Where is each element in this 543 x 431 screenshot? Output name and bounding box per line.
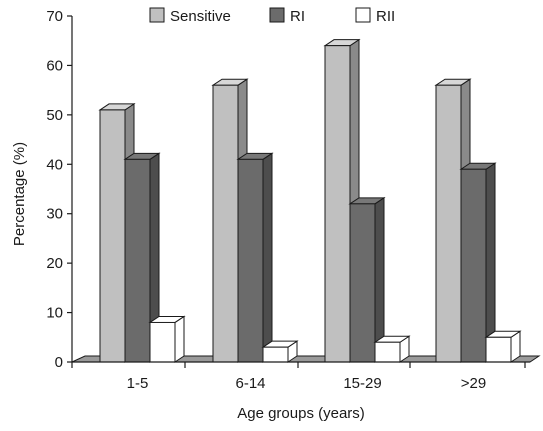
x-axis-title: Age groups (years): [237, 405, 365, 422]
legend-swatch: [355, 7, 371, 23]
legend-item-sensitive: Sensitive: [149, 7, 231, 25]
y-tick-label: 0: [55, 354, 63, 371]
bar-rii-2: [373, 335, 411, 363]
bar-group-2: [323, 38, 411, 363]
y-tick-label: 60: [46, 57, 63, 74]
y-tick-label: 70: [46, 8, 63, 25]
legend-item-ri: RI: [269, 7, 305, 25]
legend-swatch: [149, 7, 165, 23]
axes: [71, 16, 530, 368]
bar-side: [174, 315, 185, 363]
legend-label: RII: [376, 8, 395, 25]
bar-front: [212, 84, 239, 363]
bar-front: [149, 321, 176, 363]
bar-rii-0: [148, 315, 186, 363]
bar-front: [99, 109, 126, 363]
y-tick-label: 50: [46, 107, 63, 124]
bar-front: [124, 158, 151, 363]
bar-front: [485, 336, 512, 363]
bar-front: [435, 84, 462, 363]
bar-front: [349, 203, 376, 363]
bar-rii-1: [261, 340, 299, 363]
bar-side: [262, 152, 273, 363]
bar-group-0: [98, 102, 186, 363]
legend-label: Sensitive: [170, 8, 231, 25]
bars: [98, 38, 522, 363]
bar-ri-1: [236, 152, 274, 363]
x-ticks: 1-5 6-14 15-29 >29: [127, 362, 526, 392]
legend-swatch: [269, 7, 285, 23]
y-tick-label: 10: [46, 305, 63, 322]
bar-front: [324, 45, 351, 363]
legend-label: RI: [290, 8, 305, 25]
x-tick-label: 6-14: [235, 375, 265, 392]
bar-rii-3: [484, 330, 522, 363]
legend-item-rii: RII: [355, 7, 395, 25]
legend: Sensitive RI RII: [149, 7, 395, 25]
bar-group-1: [211, 78, 299, 363]
bar-ri-3: [459, 162, 497, 363]
x-tick-label: 1-5: [127, 375, 149, 392]
bar-front: [460, 168, 487, 363]
y-axis-title: Percentage (%): [11, 142, 28, 246]
y-ticks: 0 10 20 30 40 50 60 70: [46, 8, 72, 371]
bar-front: [237, 158, 264, 363]
bar-front: [374, 341, 401, 363]
x-tick-label: >29: [461, 375, 486, 392]
bar-front: [262, 346, 289, 363]
x-tick-label: 15-29: [343, 375, 381, 392]
y-tick-label: 40: [46, 156, 63, 173]
bar-ri-2: [348, 196, 386, 363]
bar-group-3: [434, 78, 522, 363]
y-tick-label: 30: [46, 206, 63, 223]
y-tick-label: 20: [46, 255, 63, 272]
